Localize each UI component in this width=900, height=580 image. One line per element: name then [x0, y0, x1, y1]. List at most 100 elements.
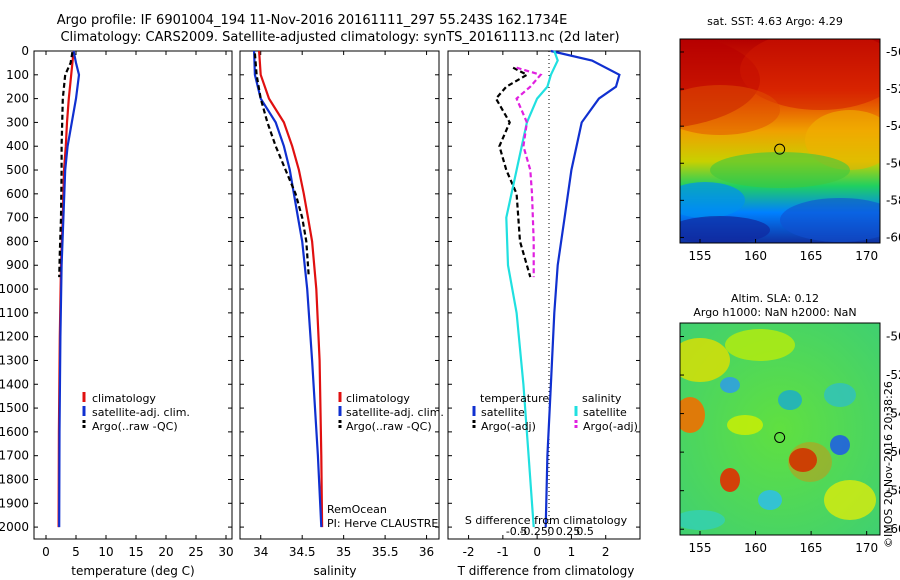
sst-map-frame	[679, 38, 881, 244]
series-line-satellite-adj-clim-	[58, 50, 81, 528]
map-y-tick-label: -52	[886, 82, 900, 96]
y-tick-label: 0	[21, 44, 29, 58]
map-y-tick-label: -58	[886, 193, 900, 207]
temperature-tick-labels: 0 5 10 15 20 25 30	[42, 51, 234, 559]
sla-map-ticks: 155 160 165 170 -50 -52 -54 -56 -58 -60	[680, 329, 900, 555]
series-line-argo-raw-qc-	[58, 52, 74, 278]
salinity-tick-labels: 34 34.5 35 35.5 36	[240, 50, 439, 559]
s-tick-label: -0.25	[519, 525, 547, 538]
map-y-tick-label: -54	[886, 407, 900, 421]
annotation-pi: PI: Herve CLAUSTRE	[327, 517, 438, 530]
x-tick-label: 0	[533, 545, 541, 559]
legend-title-temperature: temperature	[480, 392, 549, 405]
x-tick-label: 34.5	[289, 545, 316, 559]
x-tick-label: 20	[158, 545, 173, 559]
x-tick-label: -2	[463, 545, 475, 559]
y-tick-label: 1000	[0, 282, 29, 296]
map-x-tick-label: 160	[744, 249, 767, 263]
x-tick-label: 30	[218, 545, 233, 559]
x-tick-label: 34	[253, 545, 268, 559]
y-tick-label: 400	[6, 139, 29, 153]
map-x-tick-label: 170	[855, 541, 878, 555]
map-y-tick-label: -60	[886, 522, 900, 536]
y-tick-label: 500	[6, 163, 29, 177]
map-y-tick-label: -56	[886, 156, 900, 170]
watermark: ©IMOS 20-Nov-2016 20:38:26	[882, 381, 895, 548]
x-tick-label: 35	[336, 545, 351, 559]
x-tick-label: 5	[72, 545, 80, 559]
temperature-legend: climatology satellite-adj. clim. Argo(..…	[82, 392, 190, 433]
difference-series	[494, 49, 621, 528]
x-tick-label: 2	[602, 545, 610, 559]
y-tick-label: 300	[6, 115, 29, 129]
series-line-climatology	[258, 50, 324, 528]
series-line-argo-adj-	[494, 66, 532, 278]
y-tick-label: 2000	[0, 520, 29, 534]
sst-map: sat. SST: 4.63 Argo: 4.29 155 160 165 170 -5…	[679, 15, 900, 263]
legend-label-temp-argo: Argo(-adj)	[481, 420, 536, 433]
x-tick-label: 35.5	[372, 545, 399, 559]
map-x-tick-label: 155	[689, 541, 712, 555]
map-y-tick-label: -58	[886, 484, 900, 498]
series-line-argo-raw-qc-	[253, 53, 310, 278]
sst-field	[680, 39, 880, 243]
temperature-series	[57, 50, 81, 528]
map-y-tick-label: -50	[886, 329, 900, 343]
series-line-satellite	[544, 49, 621, 528]
x-tick-label: -1	[497, 545, 509, 559]
sla-map-title: Altim. SLA: 0.12	[731, 292, 819, 305]
sst-map-ticks: 155 160 165 170 -50 -52 -54 -56 -58 -60	[680, 45, 900, 263]
map-y-tick-label: -56	[886, 445, 900, 459]
y-tick-label: 200	[6, 92, 29, 106]
sla-map-frame	[679, 322, 881, 536]
salinity-series	[253, 50, 324, 528]
temperature-difference-tick-labels: -2 -1 0 1 2	[448, 50, 640, 559]
sla-map: Altim. SLA: 0.12 Argo h1000: NaN h2000: …	[679, 292, 900, 555]
legend-label-satellite: satellite-adj. clim.	[346, 406, 444, 419]
x-tick-label: 25	[188, 545, 203, 559]
map-x-tick-label: 160	[744, 541, 767, 555]
map-y-tick-label: -60	[886, 230, 900, 244]
map-x-tick-label: 155	[689, 249, 712, 263]
y-tick-label: 800	[6, 234, 29, 248]
salinity-axes-box	[239, 50, 440, 540]
difference-axes-box	[447, 50, 641, 540]
s-tick-label: 0	[547, 525, 554, 538]
argo-position-marker	[774, 143, 786, 155]
y-tick-label: 1200	[0, 330, 29, 344]
x-tick-label: 1	[568, 545, 576, 559]
s-tick-label: -0.5	[506, 525, 527, 538]
title-line-2: Climatology: CARS2009. Satellite-adjuste…	[60, 30, 619, 45]
y-tick-label: 1100	[0, 306, 29, 320]
difference-legend: temperature salinity satellite Argo(-adj…	[472, 392, 638, 433]
legend-label-argo: Argo(..raw -QC)	[346, 420, 432, 433]
y-tick-label: 100	[6, 68, 29, 82]
temperature-axes-box	[33, 50, 233, 540]
salinity-difference-tick-labels: -0.5-0.25 0 0.250.5	[506, 525, 594, 538]
series-line-satellite-adj-clim-	[253, 50, 323, 528]
map-x-tick-label: 165	[800, 541, 823, 555]
x-tick-label: 36	[419, 545, 434, 559]
series-line-argo-adj-	[515, 66, 543, 278]
legend-label-satellite: satellite-adj. clim.	[92, 406, 190, 419]
x-tick-label: 15	[128, 545, 143, 559]
map-x-tick-label: 170	[855, 249, 878, 263]
map-x-tick-label: 165	[800, 249, 823, 263]
legend-label-sal-argo: Argo(-adj)	[583, 420, 638, 433]
argo-position-marker	[774, 431, 786, 443]
sla-field	[680, 323, 880, 535]
depth-tick-labels: 0 100 200 300 400 500 600 700 800 900 1000 1100 1200…	[0, 44, 232, 534]
sst-map-title: sat. SST: 4.63 Argo: 4.29	[707, 15, 843, 28]
legend-label-climatology: climatology	[92, 392, 156, 405]
legend-label-sal-satellite: satellite	[583, 406, 627, 419]
map-y-tick-label: -52	[886, 368, 900, 382]
legend-title-salinity: salinity	[582, 392, 622, 405]
legend-label-temp-satellite: satellite	[481, 406, 525, 419]
title-line-1: Argo profile: IF 6901004_194 11-Nov-2016…	[57, 13, 568, 28]
legend-label-argo: Argo(..raw -QC)	[92, 420, 178, 433]
y-tick-label: 1600	[0, 425, 29, 439]
salinity-difference-xlabel: S difference from climatology	[465, 514, 628, 527]
y-tick-label: 1900	[0, 496, 29, 510]
temperature-difference-xlabel: T difference from climatology	[457, 564, 635, 578]
